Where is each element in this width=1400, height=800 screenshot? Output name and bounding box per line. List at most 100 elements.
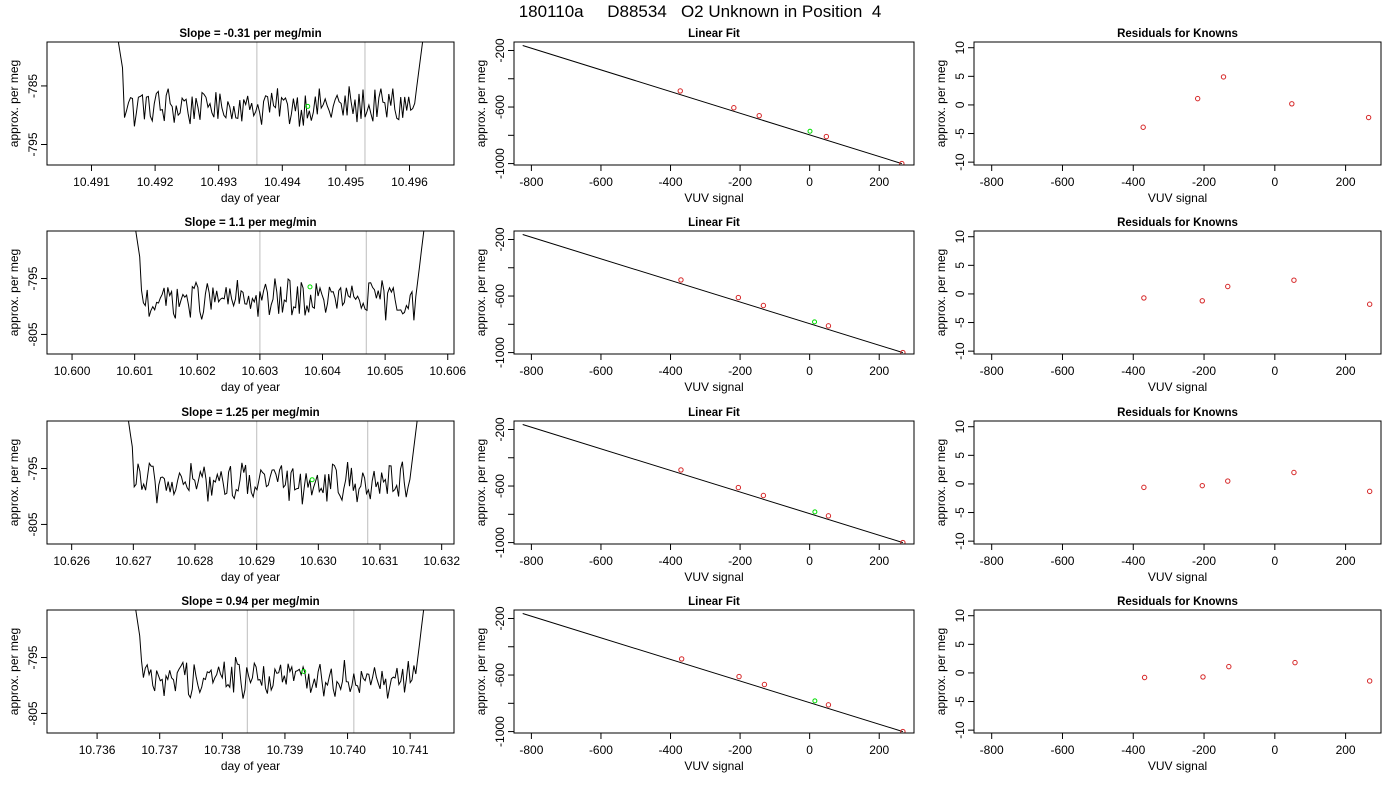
y-tick-label: 0	[953, 290, 967, 297]
x-tick-label: -800	[519, 364, 543, 378]
residual-point	[1366, 488, 1373, 495]
panel-title: Linear Fit	[688, 28, 740, 40]
y-tick-label: 5	[953, 262, 967, 269]
x-tick-label: 0	[806, 554, 813, 568]
residual-point	[1194, 95, 1201, 102]
fit-line	[522, 424, 904, 544]
plot-area	[127, 421, 418, 544]
residual-point	[1291, 277, 1297, 283]
y-axis-label: approx. per meg	[934, 628, 948, 715]
data-trace	[117, 42, 424, 127]
known-point	[761, 681, 768, 688]
panel-title: Slope = 1.25 per meg/min	[181, 407, 319, 419]
unknown-point	[812, 319, 818, 325]
data-trace	[135, 610, 425, 699]
y-tick-label: -10	[953, 342, 967, 360]
x-tick-label: -200	[1192, 743, 1216, 757]
x-tick-label: -600	[1050, 554, 1074, 568]
panel-r2-c1: Slope = 1.1 per meg/min day of year approx…	[7, 217, 466, 394]
unknown-point	[812, 509, 818, 515]
x-tick-label: 10.741	[392, 743, 429, 757]
y-axis-label: approx. per meg	[7, 439, 21, 526]
x-tick-label: -400	[659, 554, 683, 568]
x-tick-label: -800	[519, 743, 543, 757]
y-tick-label: -785	[26, 74, 40, 98]
x-tick-label: 10.494	[264, 175, 301, 189]
known-point	[756, 112, 762, 119]
x-axis-label: VUV signal	[684, 191, 743, 205]
x-tick-label: 10.496	[391, 175, 428, 189]
x-axis-label: day of year	[221, 380, 280, 394]
y-tick-label: -795	[26, 456, 40, 480]
y-tick-label: -1000	[493, 337, 507, 368]
x-tick-label: 0	[806, 743, 813, 757]
y-tick-label: -805	[26, 701, 40, 725]
residual-point	[1199, 298, 1205, 304]
y-axis-label: approx. per meg	[474, 439, 488, 526]
residual-point	[1225, 478, 1231, 484]
y-tick-label: 5	[953, 641, 967, 648]
panel-r1-c3: Residuals for Knowns VUV signal approx. pe…	[934, 28, 1382, 205]
x-tick-label: -400	[659, 743, 683, 757]
x-axis-label: VUV signal	[1148, 759, 1207, 773]
panel-r1-c1: Slope = -0.31 per meg/min day of year appr…	[7, 28, 455, 205]
x-tick-label: -800	[980, 364, 1004, 378]
y-tick-label: -10	[953, 153, 967, 171]
fit-line	[522, 613, 904, 733]
x-tick-label: 10.632	[423, 554, 460, 568]
panel-title: Slope = 1.1 per meg/min	[185, 217, 317, 229]
x-axis-label: day of year	[221, 570, 280, 584]
plot-area	[1141, 277, 1373, 307]
panel-frame	[513, 609, 915, 734]
x-tick-label: 0	[806, 175, 813, 189]
x-tick-label: 0	[806, 364, 813, 378]
x-axis-label: day of year	[221, 191, 280, 205]
x-tick-label: -400	[659, 175, 683, 189]
panel-title: Residuals for Knowns	[1117, 407, 1238, 419]
y-tick-label: -5	[953, 696, 967, 707]
x-tick-label: -800	[980, 175, 1004, 189]
panel-title: Slope = 0.94 per meg/min	[181, 596, 319, 608]
residual-point	[1200, 674, 1206, 680]
x-tick-label: 200	[869, 364, 889, 378]
y-tick-label: -600	[493, 474, 507, 498]
y-tick-label: -600	[493, 284, 507, 308]
x-tick-label: 10.738	[204, 743, 241, 757]
residual-point	[1225, 283, 1231, 290]
plot-area	[1140, 74, 1372, 130]
panel-r1-c2: Linear Fit VUV signal approx. per meg -800 -…	[474, 28, 915, 205]
panel-frame	[973, 609, 1382, 734]
x-tick-label: 0	[1271, 364, 1278, 378]
x-tick-label: 10.627	[115, 554, 152, 568]
y-tick-label: -795	[26, 132, 40, 156]
known-point	[735, 484, 742, 491]
x-tick-label: 10.495	[328, 175, 365, 189]
y-axis-label: approx. per meg	[474, 60, 488, 147]
x-tick-label: -800	[519, 175, 543, 189]
known-point	[760, 302, 767, 309]
residual-point	[1220, 74, 1227, 80]
panel-r4-c1: Slope = 0.94 per meg/min day of year appro…	[7, 596, 455, 773]
known-point	[900, 728, 906, 733]
unknown-point	[301, 669, 307, 674]
residual-point	[1199, 482, 1205, 489]
y-tick-label: -200	[493, 227, 507, 251]
figure-title: 180110a D88534 O2 Unknown in Position 4	[518, 2, 882, 21]
y-axis-label: approx. per meg	[934, 60, 948, 147]
residual-point	[1226, 663, 1232, 670]
x-axis-label: VUV signal	[1148, 570, 1207, 584]
panel-r4-c3: Residuals for Knowns VUV signal approx. pe…	[934, 596, 1382, 773]
residual-point	[1291, 469, 1297, 476]
x-tick-label: 10.736	[79, 743, 116, 757]
x-tick-label: -400	[659, 364, 683, 378]
known-point	[760, 492, 767, 499]
y-axis-label: approx. per meg	[7, 249, 21, 336]
y-tick-label: -5	[953, 507, 967, 518]
panel-title: Residuals for Knowns	[1117, 596, 1238, 608]
x-tick-label: 10.631	[362, 554, 399, 568]
residual-point	[1366, 301, 1373, 307]
